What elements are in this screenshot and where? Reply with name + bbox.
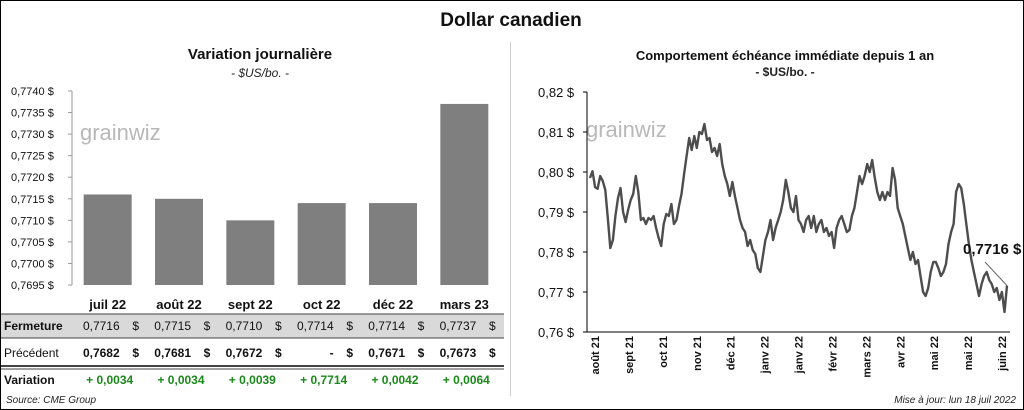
left-y-tick-label: 0,7720 $ <box>11 172 54 184</box>
bar-oct-22 <box>297 203 346 285</box>
month-label: oct 21 <box>658 336 670 368</box>
left-y-tick-label: 0,7710 $ <box>11 215 54 227</box>
table-cell: 0,7710 <box>226 319 263 333</box>
table-cell: 0,7714 <box>297 319 334 333</box>
month-label: sept 21 <box>624 336 636 374</box>
table-cell: + 0,0042 <box>371 373 418 387</box>
source-note: Source: CME Group <box>6 395 97 406</box>
table-cell-suffix: $ <box>489 319 496 333</box>
bar-déc-22 <box>369 203 417 285</box>
month-label: févr 22 <box>827 336 839 371</box>
right-chart-title: Comportement échéance immédiate depuis 1… <box>635 48 935 63</box>
left-category-labels: juil 22 août 22 sept 22 oct 22 déc 22 mars 23 <box>88 297 489 312</box>
month-label: août 21 <box>590 336 602 375</box>
table-cell: 0,7737 <box>440 319 477 333</box>
month-label: mai 22 <box>929 336 941 370</box>
left-y-tick-label: 0,7700 $ <box>11 258 54 270</box>
right-chart-units: - $US/bo. - <box>755 65 815 79</box>
table-row-label: Variation <box>4 373 55 387</box>
category-label: août 22 <box>156 297 202 312</box>
month-label: avr 22 <box>895 336 907 368</box>
table-cell-suffix: $ <box>418 319 425 333</box>
category-label: mars 23 <box>440 297 489 312</box>
table-cell-suffix: $ <box>346 319 353 333</box>
table-cell-suffix: $ <box>132 346 139 360</box>
left-y-axis: 0,7695 $ 0,7700 $ 0,7705 $ 0,7710 $ 0,7715 $… <box>11 86 73 292</box>
left-y-tick-label: 0,7715 $ <box>11 194 54 206</box>
bar-juil-22 <box>83 194 132 285</box>
right-y-tick-label: 0,81 $ <box>538 125 575 140</box>
left-y-tick-label: 0,7730 $ <box>11 129 54 141</box>
right-y-tick-label: 0,82 $ <box>538 85 575 100</box>
right-x-axis: août 21 sept 21 oct 21 nov 21 déc 21 janv 22 j… <box>590 336 1009 378</box>
category-label: déc 22 <box>373 297 413 312</box>
table-cell: + 0,7714 <box>300 373 347 387</box>
left-watermark: grainwiz <box>80 120 161 145</box>
table-cell: - <box>330 346 334 360</box>
left-y-tick-label: 0,7740 $ <box>11 86 54 98</box>
table-cell: 0,7716 <box>83 319 120 333</box>
table-cell: + 0,0034 <box>86 373 133 387</box>
category-label: juil 22 <box>88 297 126 312</box>
quote-table: Fermeture 0,7716 $0,7715 $0,7710 $0,7714 $0,7… <box>1 313 504 387</box>
table-cell-suffix: $ <box>204 346 211 360</box>
table-cell: 0,7714 <box>368 319 405 333</box>
table-cell: 0,7671 <box>368 346 405 360</box>
page-title: Dollar canadien <box>440 10 582 31</box>
left-chart-title: Variation journalière <box>187 46 333 63</box>
table-cell-suffix: $ <box>132 319 139 333</box>
table-cell-suffix: $ <box>275 346 282 360</box>
table-cell: 0,7681 <box>154 346 191 360</box>
right-y-tick-label: 0,77 $ <box>538 285 575 300</box>
table-cell: 0,7715 <box>154 319 191 333</box>
month-label: janv 22 <box>794 336 806 374</box>
month-label: juin 22 <box>997 336 1009 372</box>
left-y-tick-label: 0,7695 $ <box>11 280 54 292</box>
table-cell: 0,7672 <box>226 346 263 360</box>
month-label: mars 22 <box>861 336 873 378</box>
category-label: sept 22 <box>228 297 273 312</box>
left-y-tick-label: 0,7705 $ <box>11 237 54 249</box>
right-y-tick-label: 0,80 $ <box>538 165 575 180</box>
update-note: Mise à jour: lun 18 juil 2022 <box>894 395 1016 406</box>
bar-août-22 <box>155 198 203 285</box>
table-row-label: Précédent <box>4 346 59 360</box>
table-cell: + 0,0034 <box>157 373 204 387</box>
category-label: oct 22 <box>303 297 341 312</box>
bar-sept-22 <box>226 220 275 285</box>
row-shade <box>1 314 504 338</box>
table-cell-suffix: $ <box>275 319 282 333</box>
table-cell: 0,7682 <box>83 346 120 360</box>
left-y-tick-label: 0,7735 $ <box>11 108 54 120</box>
left-bars <box>83 103 489 285</box>
table-cell-suffix: $ <box>204 319 211 333</box>
right-watermark: grainwiz <box>586 117 667 142</box>
month-label: mai 22 <box>963 336 975 370</box>
table-row-label: Fermeture <box>4 319 63 333</box>
last-value-label: 0,7716 $ <box>963 241 1022 258</box>
table-cell-suffix: $ <box>418 346 425 360</box>
right-y-tick-label: 0,78 $ <box>538 245 575 260</box>
left-y-tick-label: 0,7725 $ <box>11 151 54 163</box>
table-cell-suffix: $ <box>346 346 353 360</box>
left-chart-units: - $US/bo. - <box>230 66 290 80</box>
price-line <box>588 122 1009 314</box>
last-value-callout-line <box>984 261 1008 286</box>
bar-mars-23 <box>440 103 489 285</box>
table-cell: + 0,0064 <box>443 373 490 387</box>
right-y-axis: 0,76 $ 0,77 $ 0,78 $ 0,79 $ 0,80 $ 0,81 $ 0,82… <box>538 85 1010 340</box>
right-y-tick-label: 0,79 $ <box>538 205 575 220</box>
table-cell: + 0,0039 <box>229 373 276 387</box>
month-label: janv 22 <box>760 336 772 374</box>
month-label: déc 21 <box>726 336 738 370</box>
table-cell-suffix: $ <box>489 346 496 360</box>
month-label: nov 21 <box>692 336 704 371</box>
right-y-tick-label: 0,76 $ <box>538 325 575 340</box>
table-cell: 0,7673 <box>440 346 477 360</box>
panel-divider <box>510 42 511 396</box>
